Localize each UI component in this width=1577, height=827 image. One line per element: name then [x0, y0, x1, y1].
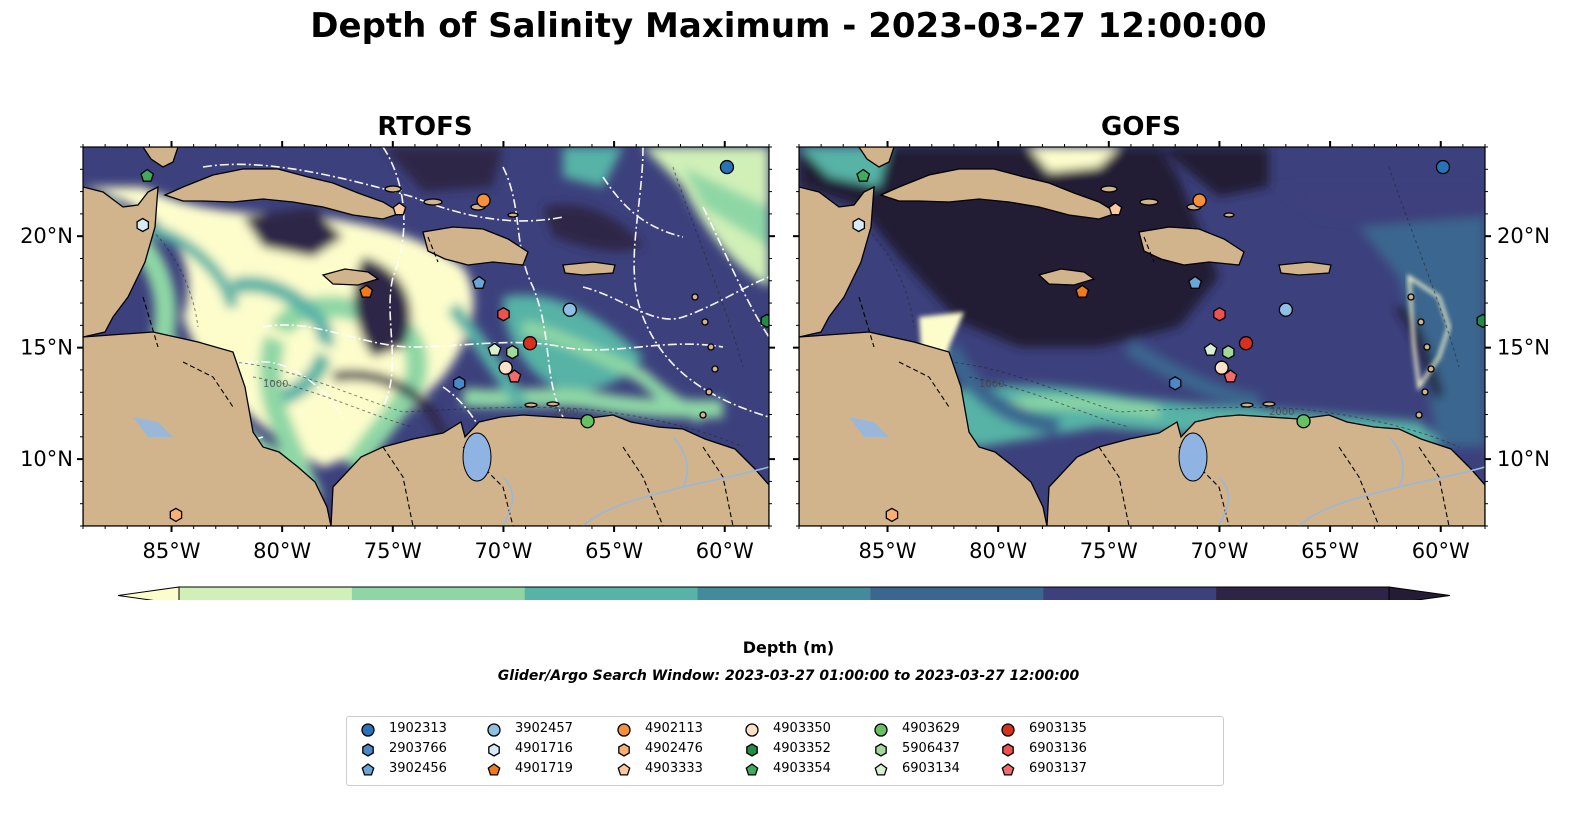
rtofs-map[interactable]: 85°W 80°W 75°W 70°W 65°W 60°W 10°N 15°N 20°N: [20, 141, 775, 563]
float-marker-6903134[interactable]: [487, 342, 502, 356]
pentagon-marker-icon: [617, 763, 631, 776]
lon-tick-label: 70°W: [474, 539, 532, 563]
lat-tick-label: 20°N: [20, 224, 73, 248]
search-window-text: Glider/Argo Search Window: 2023-03-27 01…: [497, 668, 1080, 684]
float-marker-4901719[interactable]: [359, 284, 374, 298]
pentagon-marker-icon: [745, 763, 759, 776]
lat-tick-label: 20°N: [1497, 224, 1550, 248]
float-marker-3902456[interactable]: [472, 275, 487, 289]
pentagon-marker-icon: [487, 763, 501, 776]
circle-marker-icon: [487, 723, 501, 737]
colorbar-extend-high: [1388, 586, 1451, 600]
circle-marker-icon: [745, 723, 759, 737]
float-marker-3902456[interactable]: [1188, 275, 1203, 289]
pentagon-marker-icon: [874, 763, 888, 776]
float-marker-1902313[interactable]: [719, 159, 735, 175]
lon-tick-label: 80°W: [969, 539, 1027, 563]
float-marker-6903136[interactable]: [1213, 306, 1226, 322]
float-marker-6903136[interactable]: [497, 306, 510, 322]
colorbar-label: Depth (m): [742, 638, 835, 657]
lat-tick-label: 15°N: [20, 336, 73, 360]
lon-tick-label: 85°W: [143, 539, 201, 563]
float-marker-3902457[interactable]: [1278, 302, 1293, 317]
float-marker-4903333[interactable]: [1108, 202, 1123, 216]
hexagon-marker-icon: [746, 743, 758, 757]
float-marker-4902113[interactable]: [1192, 193, 1207, 208]
colorbar-segment: [697, 587, 871, 600]
float-marker-4902476[interactable]: [885, 507, 899, 523]
colorbar-segment: [1043, 587, 1217, 600]
colorbar-segment: [179, 587, 353, 600]
float-marker-4901716[interactable]: [852, 217, 866, 233]
lat-tick-label: 10°N: [1497, 447, 1550, 471]
map-figure[interactable]: 1000 2000: [0, 0, 1577, 600]
legend: 1902313 2903766 3902456 3902457 4901716 49017…: [346, 716, 1224, 786]
lon-tick-label: 85°W: [859, 539, 917, 563]
lon-tick-label: 75°W: [1080, 539, 1138, 563]
float-marker-4903350[interactable]: [1214, 360, 1229, 375]
circle-marker-icon: [617, 723, 631, 737]
colorbar-extend-low: [117, 586, 180, 600]
pentagon-marker-icon: [1001, 763, 1015, 776]
hexagon-marker-icon: [488, 743, 500, 757]
lon-tick-label: 65°W: [1301, 539, 1359, 563]
float-marker-4901719[interactable]: [1075, 284, 1090, 298]
float-marker-4903629[interactable]: [580, 414, 595, 429]
float-marker-4903354[interactable]: [140, 168, 155, 182]
hexagon-marker-icon: [362, 743, 374, 757]
float-marker-4903354[interactable]: [856, 168, 871, 182]
lon-tick-label: 60°W: [1412, 539, 1470, 563]
float-marker-4903333[interactable]: [392, 202, 407, 216]
lon-tick-label: 80°W: [253, 539, 311, 563]
lon-tick-label: 60°W: [696, 539, 754, 563]
float-marker-1902313[interactable]: [1435, 159, 1451, 175]
float-marker-4903352[interactable]: [1476, 313, 1488, 329]
float-marker-6903137[interactable]: [1223, 369, 1238, 383]
colorbar-segment: [1216, 587, 1390, 600]
hexagon-marker-icon: [618, 743, 630, 757]
float-marker-4903352[interactable]: [760, 313, 772, 329]
float-marker-6903137[interactable]: [507, 369, 522, 383]
panel-title-gofs: GOFS: [1101, 112, 1181, 142]
panel-title-rtofs: RTOFS: [377, 112, 473, 142]
circle-marker-icon: [1001, 723, 1015, 737]
lon-tick-label: 75°W: [364, 539, 422, 563]
float-marker-4903350[interactable]: [498, 360, 513, 375]
float-marker-2903766[interactable]: [1168, 376, 1182, 391]
lat-tick-label: 10°N: [20, 447, 73, 471]
float-marker-5906437[interactable]: [1222, 344, 1235, 360]
float-marker-6903135[interactable]: [1238, 336, 1254, 351]
float-marker-4902113[interactable]: [476, 193, 491, 208]
colorbar-segment: [351, 587, 526, 600]
gofs-map[interactable]: 85°W 80°W 75°W 70°W 65°W 60°W 10°N 15°N 20°N: [793, 141, 1550, 563]
float-marker-6903134[interactable]: [1203, 342, 1218, 356]
colorbar: 406080100120140160180: [117, 586, 1451, 600]
float-marker-4901716[interactable]: [136, 217, 150, 233]
float-marker-4902476[interactable]: [169, 507, 183, 523]
float-marker-4903629[interactable]: [1296, 414, 1311, 429]
float-marker-2903766[interactable]: [452, 376, 466, 391]
circle-marker-icon: [361, 723, 375, 737]
colorbar-segment: [870, 587, 1044, 600]
lon-tick-label: 65°W: [585, 539, 643, 563]
circle-marker-icon: [874, 723, 888, 737]
hexagon-marker-icon: [1002, 743, 1014, 757]
figure-title: Depth of Salinity Maximum - 2023-03-27 1…: [310, 6, 1267, 46]
hexagon-marker-icon: [875, 743, 887, 757]
lon-tick-label: 70°W: [1190, 539, 1248, 563]
float-marker-5906437[interactable]: [506, 344, 519, 360]
lat-tick-label: 15°N: [1497, 336, 1550, 360]
colorbar-segment: [524, 587, 699, 600]
float-marker-3902457[interactable]: [562, 302, 577, 317]
pentagon-marker-icon: [361, 763, 375, 776]
float-marker-6903135[interactable]: [522, 336, 538, 351]
